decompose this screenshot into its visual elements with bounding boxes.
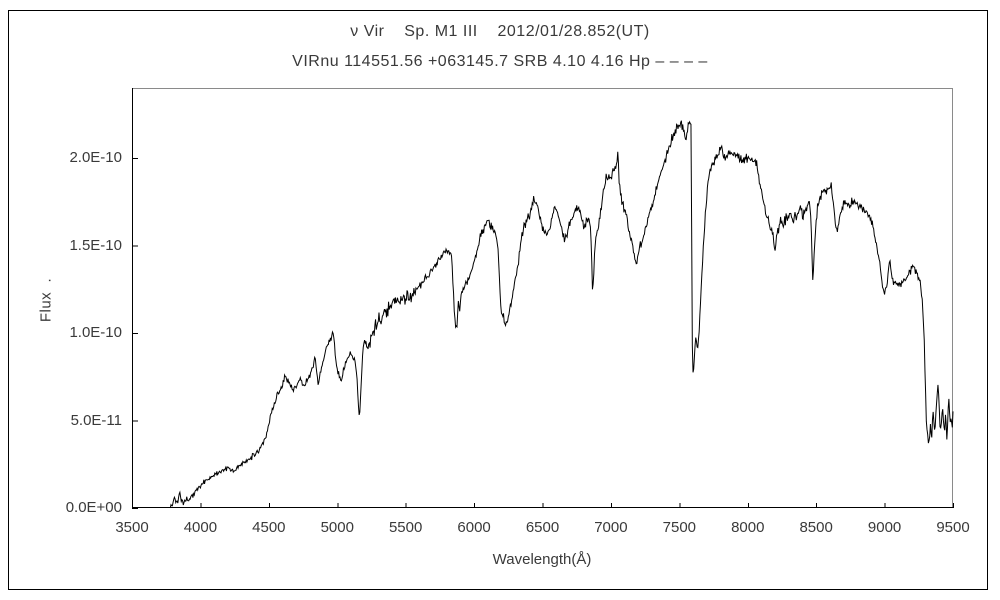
x-tick-label: 3500 [115, 519, 149, 536]
x-tick-label: 4000 [183, 519, 218, 536]
x-tick-label: 8000 [731, 519, 765, 536]
spectrum-trace [169, 120, 954, 509]
x-tick-label: 5500 [388, 519, 423, 536]
x-tick-label: 6000 [457, 519, 491, 536]
x-tick-label: 7500 [662, 519, 697, 536]
x-tick-label: 6500 [525, 519, 560, 536]
y-tick-label: 1.5E-10 [69, 236, 122, 254]
x-tick-label: 7000 [594, 519, 628, 536]
x-axis-label: Wavelength(Å) [492, 551, 592, 568]
chart-title: ν Vir Sp. M1 III 2012/01/28.852(UT) [350, 23, 650, 40]
x-tick-label: 9000 [867, 519, 902, 536]
x-tick-label: 5000 [320, 519, 354, 536]
x-tick-label: 9500 [936, 519, 970, 536]
y-tick-label: 0.0E+00 [65, 499, 122, 516]
chart-subtitle: VIRnu 114551.56 +063145.7 SRB 4.10 4.16 … [292, 53, 708, 70]
y-tick-label: 1.0E-10 [69, 324, 122, 341]
y-tick-label: 5.0E-11 [70, 411, 122, 429]
y-tick-label: 2.0E-10 [69, 149, 122, 166]
x-tick-label: 4500 [252, 519, 286, 536]
x-tick-label: 8500 [799, 519, 833, 536]
